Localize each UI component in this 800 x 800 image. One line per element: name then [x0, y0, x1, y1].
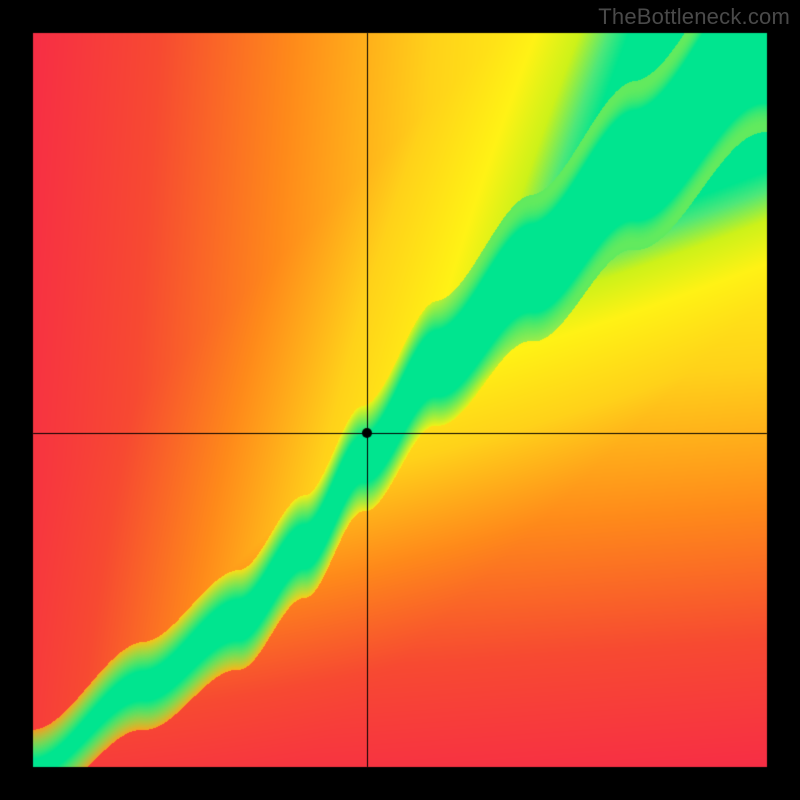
heatmap-canvas	[0, 0, 800, 800]
chart-container: TheBottleneck.com	[0, 0, 800, 800]
watermark-text: TheBottleneck.com	[598, 4, 790, 30]
chart-frame	[0, 0, 800, 800]
